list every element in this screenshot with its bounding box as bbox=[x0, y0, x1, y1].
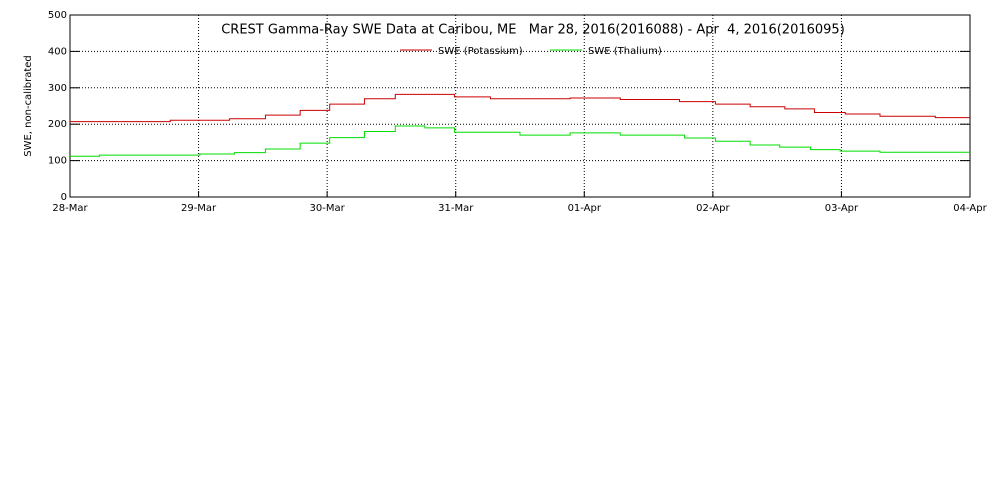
y-tick-label: 0 bbox=[61, 192, 67, 203]
x-tick-label: 30-Mar bbox=[310, 203, 346, 214]
y-tick-label: 500 bbox=[48, 10, 67, 21]
plot-frame bbox=[69, 14, 971, 198]
y-tick-label: 400 bbox=[48, 46, 67, 57]
series-line bbox=[70, 93, 970, 123]
chart-title: CREST Gamma-Ray SWE Data at Caribou, ME … bbox=[221, 23, 845, 38]
x-tick-label: 29-Mar bbox=[181, 203, 217, 214]
x-tick-label: 28-Mar bbox=[52, 203, 88, 214]
x-tick-label: 01-Apr bbox=[568, 203, 602, 214]
x-tick-label: 31-Mar bbox=[438, 203, 474, 214]
y-tick-label: 300 bbox=[48, 83, 67, 94]
series-line bbox=[70, 125, 970, 157]
x-tick-label: 04-Apr bbox=[953, 203, 987, 214]
x-tick-label: 02-Apr bbox=[696, 203, 730, 214]
y-tick-label: 100 bbox=[48, 156, 67, 167]
legend-label: SWE (Potassium) bbox=[438, 46, 523, 57]
y-axis-label: SWE, non-calibrated bbox=[23, 55, 34, 157]
legend-label: SWE (Thalium) bbox=[588, 46, 662, 57]
x-tick-label: 03-Apr bbox=[825, 203, 859, 214]
y-tick-label: 200 bbox=[48, 119, 67, 130]
